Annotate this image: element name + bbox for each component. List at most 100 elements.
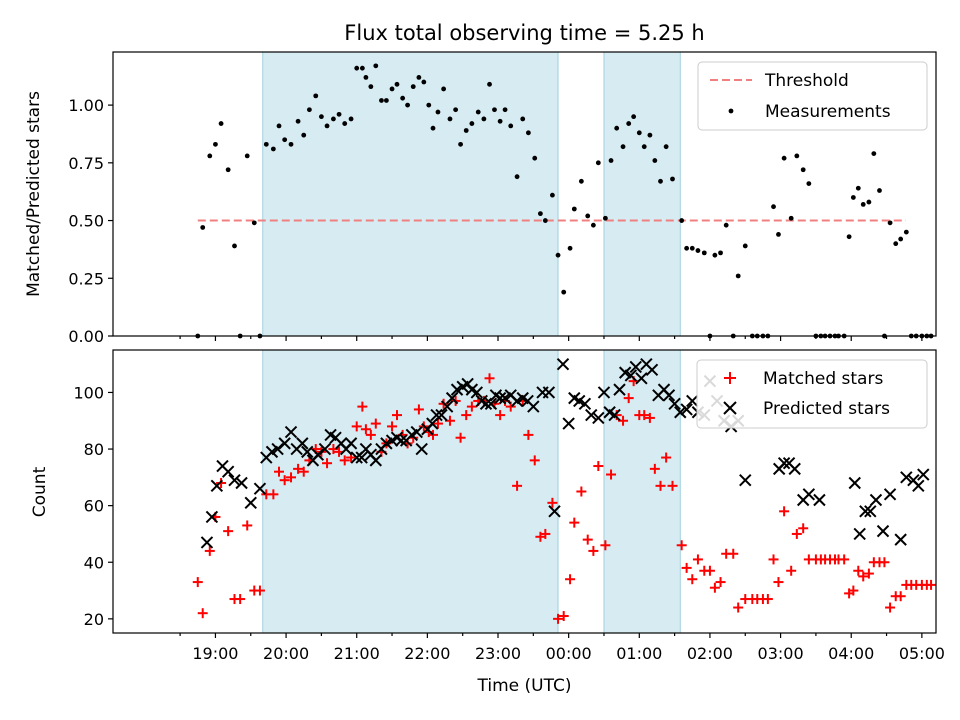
matched-star-point — [582, 534, 593, 545]
matched-star-point — [768, 554, 779, 565]
measurement-point — [735, 273, 741, 279]
measurement-point — [718, 250, 723, 256]
measurement-point — [860, 201, 866, 207]
predicted-legend-swatch — [723, 401, 737, 415]
measurement-point — [652, 158, 658, 163]
measurement-point — [590, 222, 596, 228]
matched-star-point — [242, 520, 253, 531]
predicted-star-point — [680, 403, 693, 416]
measurement-point — [481, 116, 487, 122]
predicted-star-point — [578, 397, 592, 410]
predicted-star-point — [788, 462, 801, 476]
bottom-axes-frame — [112, 349, 937, 634]
x-tick-label: 03:00 — [758, 644, 804, 663]
top-legend: Threshold Measurements — [697, 61, 928, 131]
measurement-point — [898, 236, 904, 242]
predicted-star-point — [585, 408, 598, 422]
predicted-star-point — [813, 493, 826, 507]
measurement-point — [537, 211, 543, 217]
measurement-point — [641, 144, 647, 150]
measurement-point — [295, 118, 301, 124]
predicted-star-point — [592, 411, 605, 425]
matched-star-point — [623, 393, 634, 404]
measurement-point — [550, 192, 555, 198]
matched-star-point — [351, 421, 362, 432]
measurement-point — [276, 123, 282, 129]
matched-star-point — [197, 608, 208, 619]
measurement-point — [426, 102, 432, 108]
matched-star-point — [644, 412, 655, 423]
measurement-point — [887, 220, 893, 226]
predicted-star-point — [802, 488, 816, 501]
measurement-point — [313, 93, 319, 99]
predicted-star-point — [556, 357, 570, 371]
matched-star-point — [192, 577, 203, 588]
measurement-point — [463, 128, 469, 133]
measurement-point — [701, 250, 707, 256]
matched-star-point — [786, 565, 797, 576]
predicted-star-point — [597, 386, 611, 399]
predicted-star-point — [278, 437, 291, 450]
measurement-point — [689, 245, 695, 251]
predicted-star-point — [629, 360, 642, 374]
measurement-point — [458, 141, 463, 147]
measurement-point — [781, 155, 787, 161]
measurement-point — [877, 188, 882, 193]
measurement-point — [492, 107, 497, 113]
measurement-point — [866, 199, 872, 205]
measurement-point — [368, 84, 374, 90]
matched-star-point — [461, 410, 472, 421]
shaded-interval-0 — [262, 51, 559, 337]
predicted-star-point — [527, 400, 540, 413]
top-x-ticks — [179, 336, 923, 341]
matched-star-point — [839, 554, 850, 565]
measurement-point — [508, 123, 514, 129]
predicted-star-point — [848, 476, 861, 490]
matched-star-point — [863, 568, 874, 579]
matched-star-point — [762, 594, 773, 605]
measurement-point — [647, 132, 653, 138]
matched-star-point — [655, 480, 666, 491]
predicted-star-point — [493, 391, 507, 405]
measurement-point — [712, 252, 718, 258]
matched-star-point — [879, 557, 890, 568]
measurement-point — [663, 144, 669, 150]
x-tick-label: 02:00 — [687, 644, 733, 663]
matched-star-point — [204, 545, 215, 556]
measurement-point — [348, 116, 354, 122]
measurement-point — [218, 121, 224, 126]
predicted-star-point — [777, 456, 791, 470]
measurement-point — [742, 243, 748, 249]
measurement-point — [416, 74, 422, 80]
matched-legend-label: Matched stars — [763, 369, 883, 389]
matched-star-point — [773, 577, 784, 588]
predicted-star-point — [624, 369, 638, 382]
predicted-star-point — [253, 482, 267, 495]
bottom-y-ticks: 20 40 60 80 100 — [73, 383, 113, 629]
matched-star-point — [387, 421, 398, 432]
matched-star-point — [895, 591, 906, 602]
measurement-point — [788, 215, 794, 221]
matched-star-point — [853, 565, 864, 576]
matched-star-point — [484, 373, 495, 384]
matched-star-point — [279, 475, 290, 486]
measurement-point — [354, 65, 360, 71]
bottom-y-tick-label: 100 — [73, 383, 104, 402]
matched-star-point — [667, 480, 678, 491]
predicted-star-point — [484, 397, 498, 410]
x-tick-label: 05:00 — [899, 644, 945, 663]
measurement-point — [806, 181, 812, 187]
matched-star-point — [606, 469, 617, 480]
measurement-point — [602, 215, 608, 221]
measurement-point — [723, 222, 729, 228]
matched-star-point — [848, 585, 859, 596]
predicted-star-point — [210, 479, 224, 493]
measurement-point — [631, 114, 637, 120]
matched-star-point — [704, 565, 715, 576]
matched-star-point — [391, 410, 402, 421]
predicted-star-point — [301, 445, 314, 459]
predicted-star-point — [864, 505, 877, 518]
matched-star-point — [495, 410, 506, 421]
measurement-point — [555, 252, 561, 258]
measurement-point — [469, 121, 475, 126]
